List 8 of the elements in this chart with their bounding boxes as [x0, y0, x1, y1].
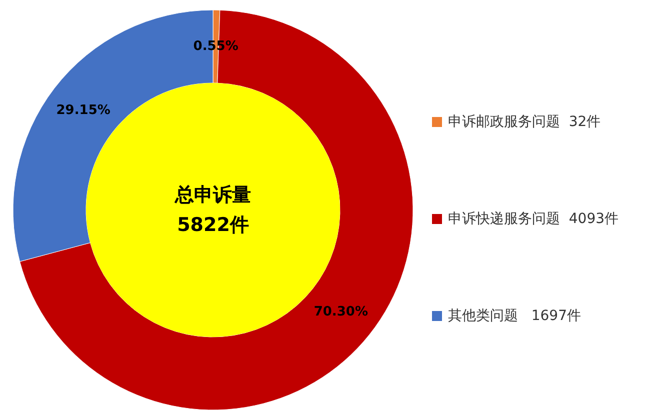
data-label: 0.55% — [193, 39, 238, 54]
data-label: 29.15% — [56, 102, 110, 118]
text: 总申诉量 — [174, 184, 251, 206]
legend-label: 申诉邮政服务问题 32件 — [448, 114, 601, 130]
text: 5822件 — [177, 214, 249, 236]
legend-label: 其他类问题 1697件 — [448, 308, 581, 324]
legend-label: 申诉快递服务问题 4093件 — [448, 211, 619, 227]
data-label: 70.30% — [314, 304, 368, 320]
